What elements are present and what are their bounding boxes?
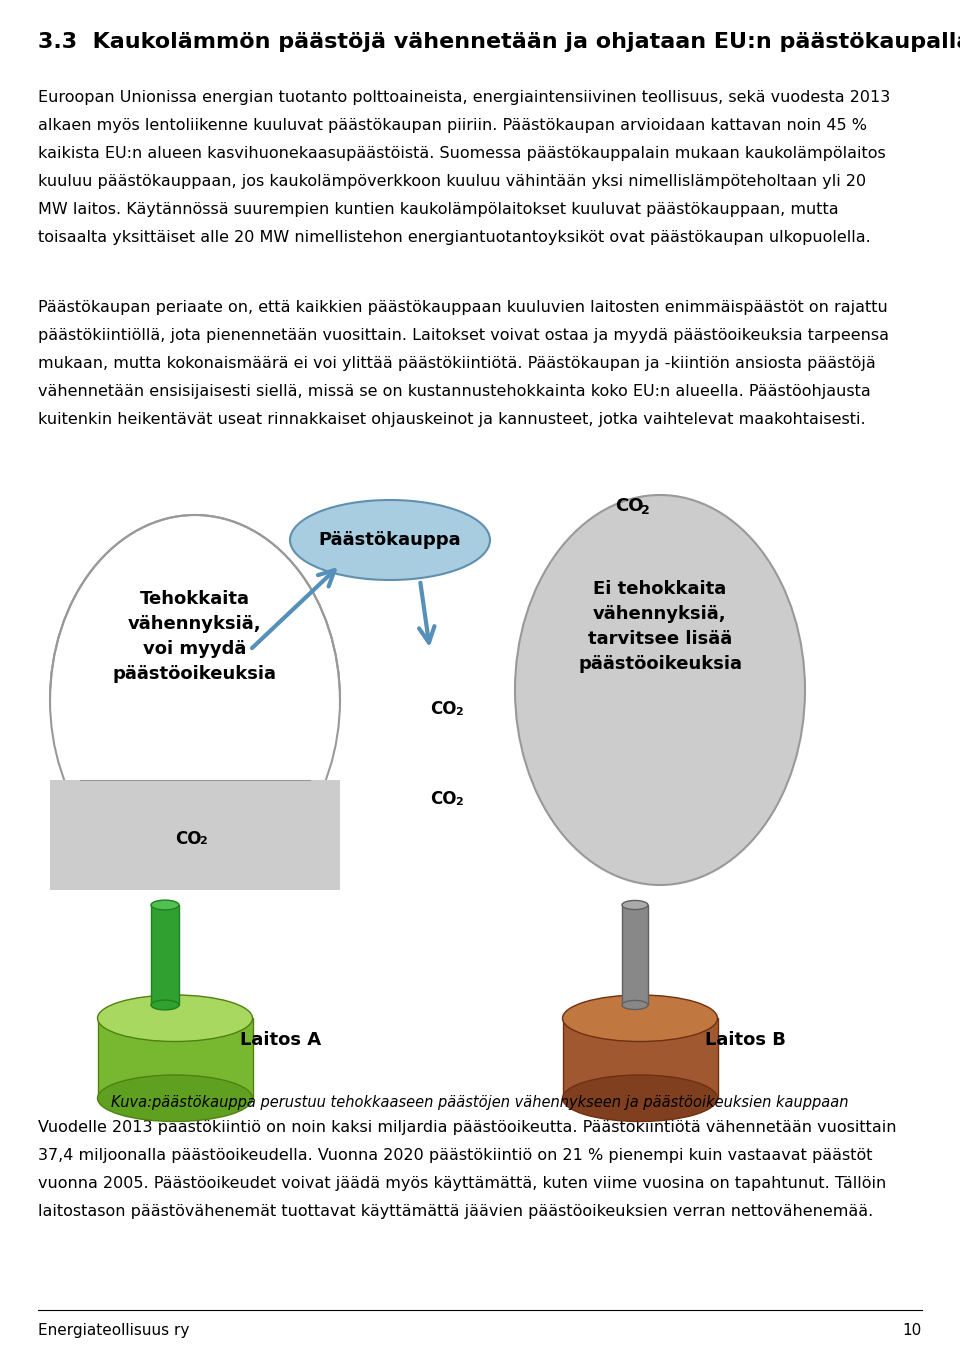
Bar xyxy=(622,905,648,1005)
Text: Kuva:päästökauppa perustuu tehokkaaseen päästöjen vähennykseen ja päästöoikeuksi: Kuva:päästökauppa perustuu tehokkaaseen … xyxy=(111,1095,849,1109)
Ellipse shape xyxy=(50,515,340,885)
Text: Vuodelle 2013 päästökiintiö on noin kaksi miljardia päästöoikeutta. Päästökiinti: Vuodelle 2013 päästökiintiö on noin kaks… xyxy=(38,1120,897,1135)
Text: mukaan, mutta kokonaismäärä ei voi ylittää päästökiintiötä. Päästökaupan ja -kii: mukaan, mutta kokonaismäärä ei voi ylitt… xyxy=(38,356,876,371)
Ellipse shape xyxy=(563,1076,717,1122)
Text: Laitos B: Laitos B xyxy=(705,1031,786,1049)
Text: 37,4 miljoonalla päästöoikeudella. Vuonna 2020 päästökiintiö on 21 % pienempi ku: 37,4 miljoonalla päästöoikeudella. Vuonn… xyxy=(38,1147,873,1164)
Text: vähennetään ensisijaisesti siellä, missä se on kustannustehokkainta koko EU:n al: vähennetään ensisijaisesti siellä, missä… xyxy=(38,384,871,399)
Ellipse shape xyxy=(98,994,252,1042)
Text: CO: CO xyxy=(430,700,457,718)
Text: MW laitos. Käytännössä suurempien kuntien kaukolämpölaitokset kuuluvat päästökau: MW laitos. Käytännössä suurempien kuntie… xyxy=(38,202,839,216)
Text: alkaen myös lentoliikenne kuuluvat päästökaupan piiriin. Päästökaupan arvioidaan: alkaen myös lentoliikenne kuuluvat pääst… xyxy=(38,118,867,133)
Bar xyxy=(98,1019,252,1099)
Text: toisaalta yksittäiset alle 20 MW nimellistehon energiantuotantoyksiköt ovat pääs: toisaalta yksittäiset alle 20 MW nimelli… xyxy=(38,230,871,245)
Text: vuonna 2005. Päästöoikeudet voivat jäädä myös käyttämättä, kuten viime vuosina o: vuonna 2005. Päästöoikeudet voivat jäädä… xyxy=(38,1176,886,1191)
Ellipse shape xyxy=(563,994,717,1042)
Text: Euroopan Unionissa energian tuotanto polttoaineista, energiaintensiivinen teolli: Euroopan Unionissa energian tuotanto pol… xyxy=(38,91,890,106)
Text: kuitenkin heikentävät useat rinnakkaiset ohjauskeinot ja kannusteet, jotka vaiht: kuitenkin heikentävät useat rinnakkaiset… xyxy=(38,413,866,428)
Text: 2: 2 xyxy=(641,505,650,517)
Ellipse shape xyxy=(622,1000,648,1009)
Text: 2: 2 xyxy=(455,708,463,717)
Bar xyxy=(50,779,340,890)
Text: 2: 2 xyxy=(199,836,206,846)
Bar xyxy=(151,905,179,1005)
Ellipse shape xyxy=(151,1000,179,1009)
Ellipse shape xyxy=(515,495,805,885)
Text: 10: 10 xyxy=(902,1323,922,1338)
Text: 3.3  Kaukolämmön päästöjä vähennetään ja ohjataan EU:n päästökaupalla: 3.3 Kaukolämmön päästöjä vähennetään ja … xyxy=(38,32,960,51)
Text: CO: CO xyxy=(430,790,457,808)
Ellipse shape xyxy=(151,900,179,911)
Ellipse shape xyxy=(290,501,490,580)
Text: 2: 2 xyxy=(455,797,463,806)
Text: CO: CO xyxy=(615,497,643,515)
Text: CO: CO xyxy=(175,829,202,848)
Text: Energiateollisuus ry: Energiateollisuus ry xyxy=(38,1323,189,1338)
Ellipse shape xyxy=(98,1076,252,1122)
Text: Tehokkaita
vähennyksiä,
voi myydä
päästöoikeuksia: Tehokkaita vähennyksiä, voi myydä päästö… xyxy=(113,590,277,683)
Text: laitostason päästövähenemät tuottavat käyttämättä jäävien päästöoikeuksien verra: laitostason päästövähenemät tuottavat kä… xyxy=(38,1204,874,1219)
Ellipse shape xyxy=(622,901,648,909)
Text: päästökiintiöllä, jota pienennetään vuosittain. Laitokset voivat ostaa ja myydä : päästökiintiöllä, jota pienennetään vuos… xyxy=(38,327,889,344)
Text: Päästökauppa: Päästökauppa xyxy=(319,530,462,549)
Text: kuuluu päästökauppaan, jos kaukolämpöverkkoon kuuluu vähintään yksi nimellislämp: kuuluu päästökauppaan, jos kaukolämpöver… xyxy=(38,175,866,189)
Text: Laitos A: Laitos A xyxy=(240,1031,322,1049)
Text: Päästökaupan periaate on, että kaikkien päästökauppaan kuuluvien laitosten enimm: Päästökaupan periaate on, että kaikkien … xyxy=(38,300,888,315)
Text: kaikista EU:n alueen kasvihuonekaasupäästöistä. Suomessa päästökauppalain mukaan: kaikista EU:n alueen kasvihuonekaasupääs… xyxy=(38,146,886,161)
Bar xyxy=(563,1019,717,1099)
Text: Ei tehokkaita
vähennyksiä,
tarvitsee lisää
päästöoikeuksia: Ei tehokkaita vähennyksiä, tarvitsee lis… xyxy=(578,580,742,672)
